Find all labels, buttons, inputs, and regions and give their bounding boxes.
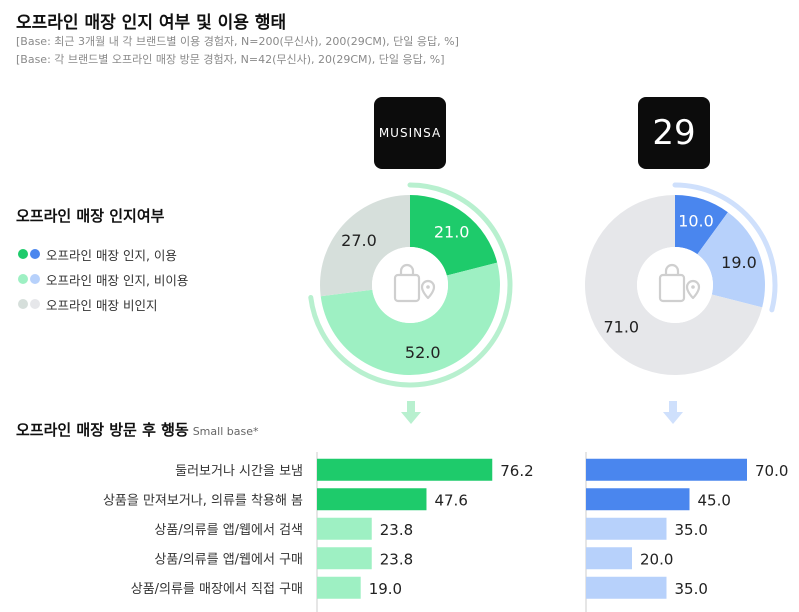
bar-value-label: 47.6 (434, 491, 467, 509)
bar (586, 488, 690, 511)
shopping-bag-icon (658, 263, 701, 303)
bar-value-label: 20.0 (640, 550, 673, 568)
donut-slice (320, 262, 500, 375)
bar-value-label: 23.8 (380, 521, 413, 539)
bar (317, 547, 372, 570)
donut-value-label: 21.0 (434, 222, 470, 241)
donut-slice (410, 195, 498, 276)
legend-dot-blue (30, 274, 40, 284)
donut-slice (675, 195, 728, 255)
legend-item-not-aware: 오프라인 매장 비인지 (18, 293, 188, 315)
bar (317, 458, 493, 481)
bar (586, 517, 667, 540)
bar-value-label: 45.0 (698, 491, 731, 509)
legend-dot-blue (30, 299, 40, 309)
donut-slice (320, 195, 410, 297)
bar-value-label: 70.0 (755, 462, 788, 480)
shopping-bag-icon (393, 263, 436, 303)
donut-value-label: 10.0 (678, 211, 714, 230)
bar-value-label: 35.0 (675, 580, 708, 598)
bar-category-label: 상품/의류를 앱/웹에서 구매 (154, 552, 303, 567)
donut-value-label: 19.0 (721, 253, 757, 272)
donut-center (637, 247, 713, 323)
bar-value-label: 19.0 (369, 580, 402, 598)
cm29-donut-chart: 10.0 19.0 71.0 (585, 182, 778, 375)
cm29-logo: 29 (638, 97, 710, 169)
bar (586, 576, 667, 599)
page-title: 오프라인 매장 인지 여부 및 이용 행태 (16, 13, 287, 33)
donut-slice (585, 195, 763, 375)
legend-label: 오프라인 매장 인지, 비이용 (46, 272, 189, 288)
bar (317, 517, 372, 540)
legend: 오프라인 매장 인지, 이용 오프라인 매장 인지, 비이용 오프라인 매장 비… (18, 243, 188, 318)
legend-dot-green (18, 249, 28, 259)
awareness-outer-ring (308, 182, 513, 388)
bar-value-label: 35.0 (675, 521, 708, 539)
legend-dot-green (18, 274, 28, 284)
donut-value-label: 27.0 (341, 231, 377, 250)
donut-slice (697, 212, 765, 308)
base-note-1: [Base: 최근 3개월 내 각 브랜드별 이용 경험자, N=200(무신사… (16, 35, 459, 48)
legend-dot-blue (30, 249, 40, 259)
bar-value-label: 76.2 (500, 462, 533, 480)
visit-behavior-section-title: 오프라인 매장 방문 후 행동 Small base* (16, 419, 258, 440)
bar-value-label: 23.8 (380, 550, 413, 568)
donut-center (372, 247, 448, 323)
legend-label: 오프라인 매장 비인지 (46, 297, 158, 313)
bar-category-label: 상품/의류를 매장에서 직접 구매 (131, 582, 303, 597)
arrow-down-icon (663, 401, 683, 424)
bar-category-label: 둘러보거나 시간을 보냄 (175, 464, 303, 479)
legend-item-aware-used: 오프라인 매장 인지, 이용 (18, 243, 188, 265)
bar (317, 576, 361, 599)
bar-category-label: 상품/의류를 앱/웹에서 검색 (154, 523, 303, 538)
small-base-note: Small base* (192, 425, 259, 438)
bar-category-label: 상품을 만져보거나, 의류를 착용해 봄 (103, 493, 303, 508)
legend-item-aware-not-used: 오프라인 매장 인지, 비이용 (18, 268, 188, 290)
musinsa-donut-chart: 21.0 52.0 27.0 (308, 182, 513, 388)
musinsa-logo: MUSINSA (374, 97, 446, 169)
awareness-section-title: 오프라인 매장 인지여부 (16, 207, 165, 225)
musinsa-logo-text: MUSINSA (378, 126, 442, 140)
awareness-outer-ring (672, 182, 778, 313)
donut-value-label: 71.0 (603, 318, 639, 337)
legend-dot-green (18, 299, 28, 309)
cm29-logo-text: 29 (652, 113, 696, 153)
legend-label: 오프라인 매장 인지, 이용 (46, 247, 177, 263)
bar (586, 547, 632, 570)
arrow-down-icon (401, 401, 421, 424)
base-note-2: [Base: 각 브랜드별 오프라인 매장 방문 경험자, N=42(무신사),… (16, 53, 445, 66)
bar (586, 458, 747, 481)
donut-value-label: 52.0 (405, 343, 441, 362)
bar (317, 488, 427, 511)
visit-behavior-title-text: 오프라인 매장 방문 후 행동 (16, 421, 189, 439)
